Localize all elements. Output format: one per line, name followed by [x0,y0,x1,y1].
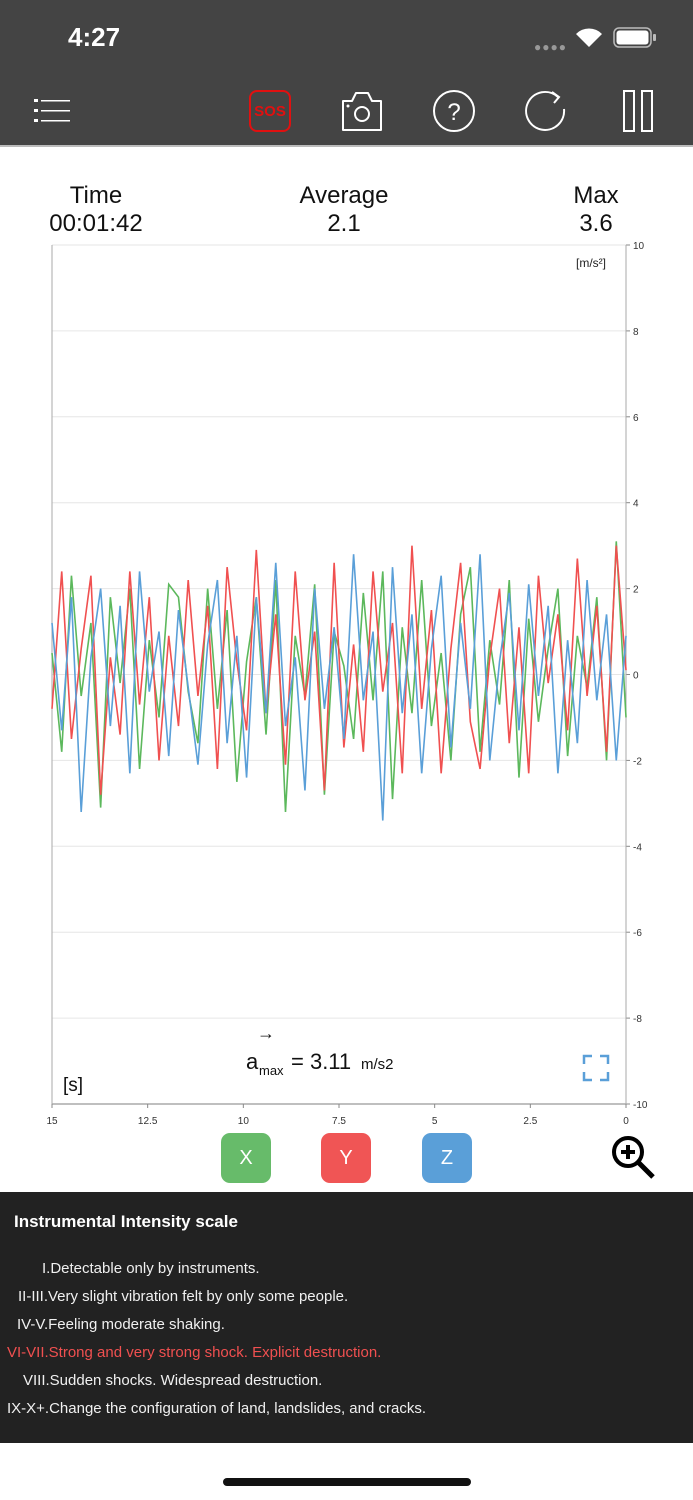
intensity-level: II-III.Very slight vibration felt by onl… [18,1288,349,1305]
pause-icon [623,90,653,132]
status-bar: 4:27 ●●●● [0,0,693,75]
unit-label: [m/s²] [576,256,606,270]
max-value: 3.6 [579,210,613,237]
x-axis-toggle[interactable]: X [221,1133,271,1183]
y-tick-label: -6 [633,928,642,939]
x-tick-label: 5 [432,1116,438,1127]
intensity-level: VI-VII.Strong and very strong shock. Exp… [7,1344,382,1361]
y-tick-label: 8 [633,327,639,338]
refresh-button[interactable] [522,87,570,135]
intensity-level: I.Detectable only by instruments. [42,1260,260,1277]
y-tick-label: -8 [633,1014,642,1025]
refresh-icon [525,90,566,131]
toolbar: SOS ? [0,75,693,147]
time-value: 00:01:42 [49,210,143,237]
amax-unit: m/s2 [361,1056,394,1073]
sos-icon: SOS [249,90,291,132]
intensity-scale-panel: Instrumental Intensity scale I.Detectabl… [0,1192,693,1443]
y-tick-label: -2 [633,756,642,767]
intensity-level: VIII.Sudden shocks. Widespread destructi… [23,1372,323,1389]
home-indicator [223,1478,471,1486]
menu-button[interactable] [28,87,76,135]
x-tick-label: 10 [238,1116,250,1127]
stat-time: Time 00:01:42 [46,182,146,238]
stat-max: Max 3.6 [556,182,636,238]
status-time: 4:27 [68,22,121,52]
y-label: Y [339,1146,353,1169]
acceleration-chart: 10 8 6 4 2 0 -2 -4 -6 -8 -10 15 12.5 10 7.5 5 2.5 0 [m/s²]… [46,241,648,1127]
x-tick-label: 15 [46,1116,58,1127]
series-line-z [51,554,627,821]
fullscreen-icon[interactable] [582,1054,610,1082]
average-label: Average [299,182,389,209]
pause-button[interactable] [614,87,662,135]
average-value: 2.1 [327,210,361,237]
y-tick-label: 4 [633,499,639,510]
max-label: Max [573,182,619,209]
svg-text:?: ? [447,99,460,126]
camera-button[interactable] [338,87,386,135]
sos-button[interactable]: SOS [246,87,294,135]
x-axis-label: [s] [63,1075,83,1096]
x-label: X [239,1146,253,1169]
amax-symbol: a [246,1049,259,1074]
sos-label: SOS [254,102,286,120]
amax-subscript: max [259,1063,284,1078]
stat-average: Average 2.1 [294,182,394,238]
y-tick-label: 6 [633,413,639,424]
y-tick-label: -10 [633,1100,648,1111]
list-icon [34,99,70,122]
signal-icon: ●●●● [534,40,567,54]
y-tick-label: 10 [633,241,645,252]
zoom-in-button[interactable] [610,1134,658,1182]
y-axis-toggle[interactable]: Y [321,1133,371,1183]
y-tick-label: -4 [633,842,642,853]
vector-arrow-icon: → [257,1023,275,1043]
x-tick-label: 7.5 [332,1116,346,1127]
intensity-level: IX-X+.Change the configuration of land, … [7,1400,427,1417]
wifi-icon [576,28,602,47]
help-button[interactable]: ? [430,87,478,135]
x-tick-label: 12.5 [138,1116,158,1127]
time-label: Time [69,182,123,209]
intensity-title: Instrumental Intensity scale [14,1212,238,1231]
x-tick-label: 2.5 [523,1116,537,1127]
series-line-y [51,545,627,795]
z-axis-toggle[interactable]: Z [422,1133,472,1183]
y-tick-label: 0 [633,671,639,682]
z-label: Z [440,1146,454,1169]
x-tick-label: 0 [623,1116,629,1127]
camera-icon [342,92,382,131]
amax-value: = 3.11 [291,1049,351,1074]
stats-header: Time 00:01:42 Average 2.1 Max 3.6 [0,182,693,242]
intensity-level: IV-V.Feeling moderate shaking. [17,1316,225,1333]
help-icon: ? [433,90,475,132]
battery-icon [613,27,656,48]
y-tick-label: 2 [633,585,639,596]
